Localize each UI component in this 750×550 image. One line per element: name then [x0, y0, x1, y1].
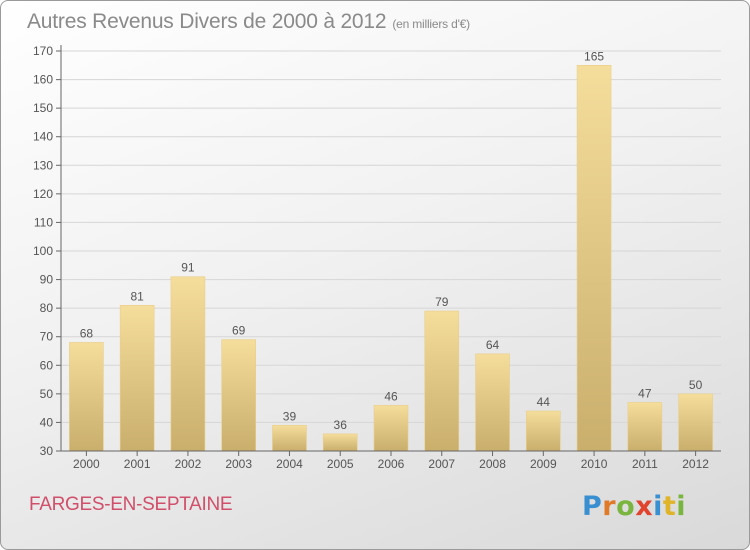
logo-letter: i	[653, 491, 663, 522]
x-tick-label-2012: 2012	[682, 457, 709, 471]
logo-letter: r	[602, 491, 617, 522]
x-tick-label-2000: 2000	[73, 457, 100, 471]
x-tick-label-2004: 2004	[276, 457, 303, 471]
chart-title-text: Autres Revenus Divers de 2000 à 2012	[27, 10, 387, 33]
bar-2012	[678, 393, 713, 452]
value-label-2010: 165	[584, 49, 604, 63]
value-label-2000: 68	[80, 326, 94, 340]
chart-unit: (en milliers d'€)	[392, 17, 470, 31]
y-tick-label-130: 130	[33, 158, 53, 172]
logo-letter: i	[676, 491, 687, 522]
value-label-2001: 81	[130, 289, 144, 303]
logo-letter: o	[616, 491, 636, 522]
y-tick-label-80: 80	[40, 301, 54, 315]
bar-2007	[424, 310, 460, 452]
value-label-2011: 47	[638, 386, 652, 400]
value-label-2002: 91	[181, 261, 195, 275]
axes	[56, 45, 721, 456]
x-tick-label-2011: 2011	[632, 457, 658, 471]
y-tick-label-140: 140	[33, 130, 53, 144]
bar-2006	[373, 404, 409, 452]
logo-letter: P	[582, 491, 603, 522]
commune-name: FARGES-EN-SEPTAINE	[29, 494, 233, 515]
y-tick-label-40: 40	[40, 415, 54, 429]
x-tick-label-2008: 2008	[479, 457, 506, 471]
y-tick-label-50: 50	[40, 387, 54, 401]
value-label-2008: 64	[486, 338, 500, 352]
bar-2005	[322, 433, 358, 452]
y-tick-label-110: 110	[34, 215, 53, 229]
value-label-2009: 44	[537, 395, 551, 409]
bar-2004	[272, 424, 307, 452]
bar-2000	[69, 342, 104, 452]
x-tick-label-2010: 2010	[581, 457, 608, 471]
bar-2011	[627, 402, 663, 452]
bar-2003	[221, 339, 256, 452]
x-tick-label-2002: 2002	[175, 457, 202, 471]
logo-letter: x	[635, 491, 654, 522]
value-label-2003: 69	[232, 324, 246, 338]
value-label-2007: 79	[435, 295, 449, 309]
y-tick-label-90: 90	[40, 273, 54, 287]
bar-2001	[119, 304, 155, 452]
x-tick-label-2001: 2001	[124, 457, 151, 471]
y-tick-label-160: 160	[33, 73, 53, 87]
proxiti-logo: Proxiti	[582, 491, 686, 522]
value-label-2012: 50	[689, 378, 703, 392]
x-tick-label-2005: 2005	[327, 457, 354, 471]
y-tick-label-120: 120	[33, 187, 53, 201]
bar-2002	[170, 276, 206, 452]
bar-2010	[576, 64, 612, 452]
y-tick-label-70: 70	[40, 330, 54, 344]
x-tick-label-2003: 2003	[225, 457, 252, 471]
x-tick-label-2007: 2007	[428, 457, 455, 471]
x-tick-label-2009: 2009	[530, 457, 557, 471]
logo-letter: t	[662, 491, 677, 522]
value-label-2005: 36	[334, 418, 348, 432]
chart-title: Autres Revenus Divers de 2000 à 2012 (en …	[27, 10, 470, 34]
labels: 30 40 50 60 70 80 90 100 110 120 130 140 150 160 170 68…	[33, 44, 709, 471]
bars	[69, 64, 713, 452]
x-tick-label-2006: 2006	[378, 457, 405, 471]
bar-2009	[526, 410, 561, 452]
y-tick-label-170: 170	[33, 44, 53, 58]
y-tick-label-60: 60	[40, 358, 54, 372]
y-tick-label-150: 150	[33, 101, 53, 115]
bar-2008	[475, 353, 510, 452]
value-label-2006: 46	[384, 389, 398, 403]
y-tick-label-30: 30	[40, 444, 54, 458]
y-tick-label-100: 100	[33, 244, 53, 258]
value-label-2004: 39	[283, 409, 297, 423]
